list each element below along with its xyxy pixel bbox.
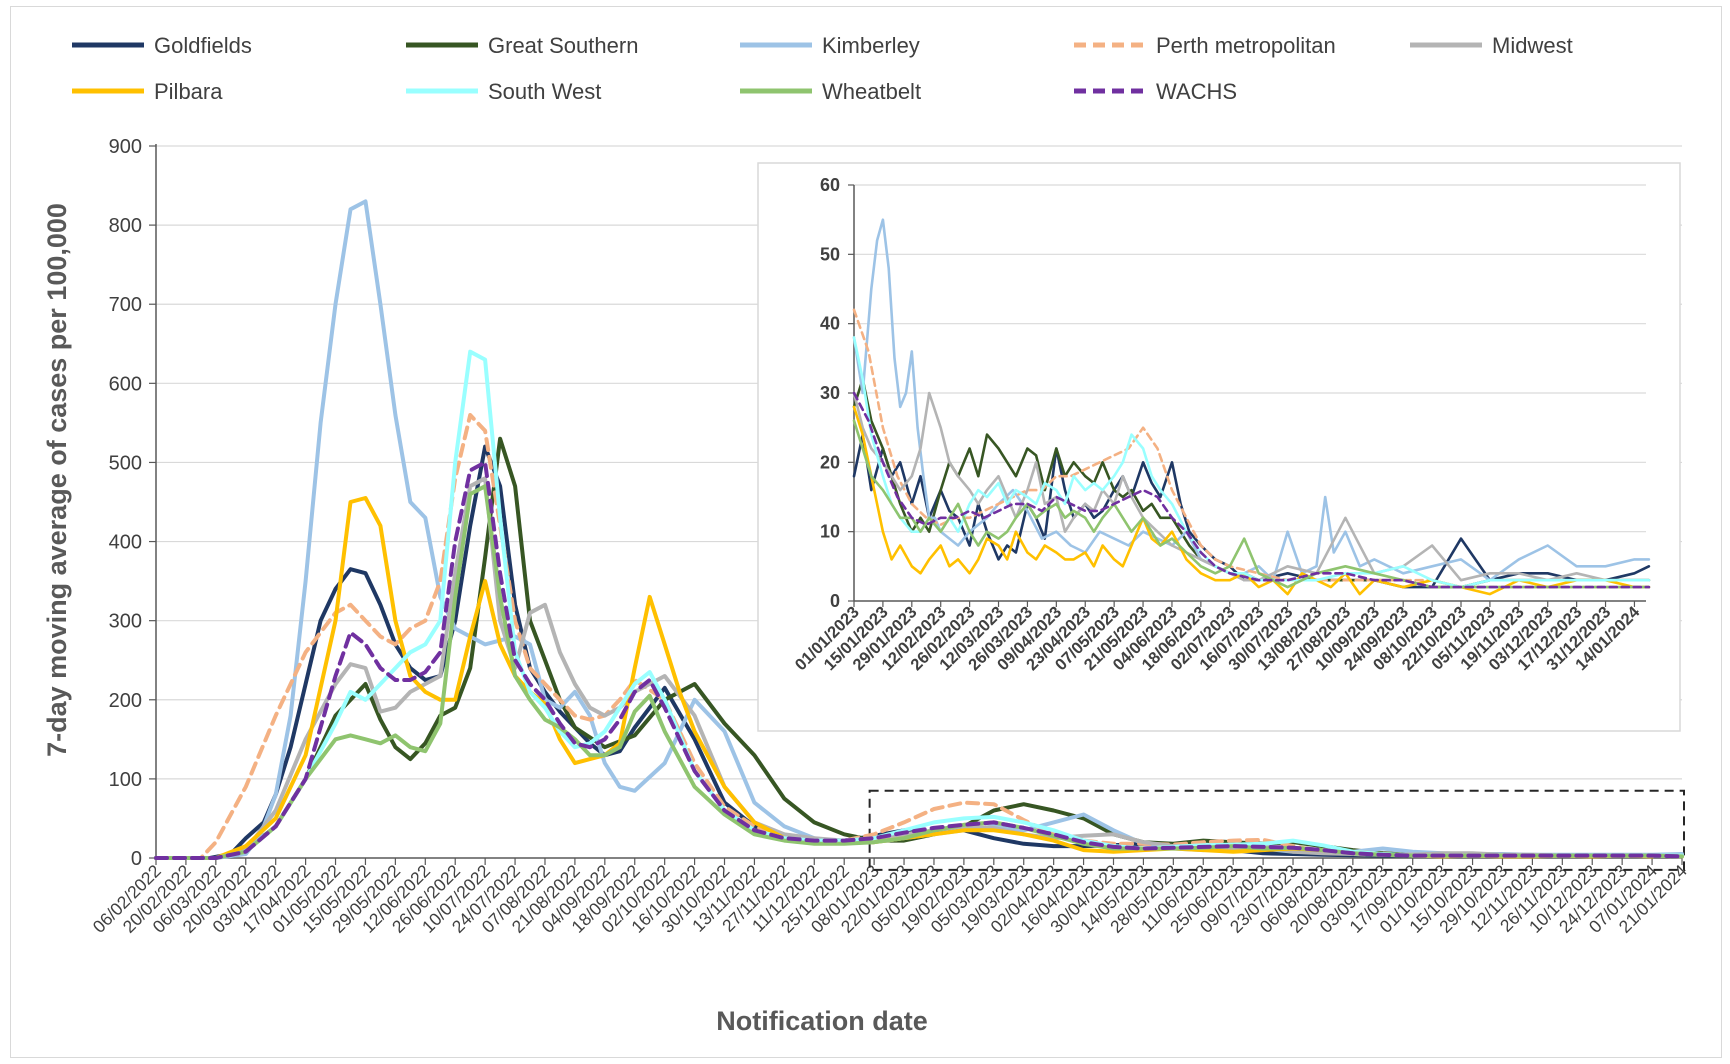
y-tick-label-800: 800 xyxy=(109,215,142,237)
legend-label-great-southern: Great Southern xyxy=(488,33,638,58)
inset-y-tick-label-10: 10 xyxy=(820,522,840,542)
y-tick-label-900: 900 xyxy=(109,136,142,158)
legend-label-goldfields: Goldfields xyxy=(154,33,252,58)
y-axis-title: 7-day moving average of cases per 100,00… xyxy=(42,203,72,757)
inset-series-line-kimberley xyxy=(852,218,1651,582)
legend-label-midwest: Midwest xyxy=(1492,33,1573,58)
y-tick-label-100: 100 xyxy=(109,769,142,791)
series-line-wachs xyxy=(154,460,1684,860)
y-tick-label-400: 400 xyxy=(109,532,142,554)
inset-frame xyxy=(757,162,1681,732)
inset-y-tick-label-0: 0 xyxy=(830,591,840,611)
y-tick-label-600: 600 xyxy=(109,373,142,395)
inset-zoom-box xyxy=(868,789,1685,871)
y-tick-label-500: 500 xyxy=(109,452,142,474)
x-axis-title: Notification date xyxy=(716,1006,928,1036)
y-tick-label-300: 300 xyxy=(109,611,142,633)
inset-series-line-wachs xyxy=(852,391,1651,589)
legend: Goldfields Great Southern Kimberley Perth m… xyxy=(72,33,1573,104)
y-tick-label-0: 0 xyxy=(131,848,142,870)
inset-y-tick-label-50: 50 xyxy=(820,244,840,264)
inset-y-tick-label-30: 30 xyxy=(820,383,840,403)
y-tick-label-700: 700 xyxy=(109,294,142,316)
legend-label-south-west: South West xyxy=(488,79,601,104)
y-tick-label-200: 200 xyxy=(109,690,142,712)
inset-y-tick-label-20: 20 xyxy=(820,452,840,472)
inset-plot: 010203040506001/01/202315/01/202329/01/2… xyxy=(757,162,1681,732)
inset-y-tick-label-40: 40 xyxy=(820,314,840,334)
legend-label-perth-metropolitan: Perth metropolitan xyxy=(1156,33,1336,58)
legend-label-wheatbelt: Wheatbelt xyxy=(822,79,921,104)
legend-label-kimberley: Kimberley xyxy=(822,33,920,58)
inset-y-tick-label-60: 60 xyxy=(820,175,840,195)
chart-frame xyxy=(10,6,1722,1058)
series-line-kimberley xyxy=(154,199,1684,860)
legend-label-pilbara: Pilbara xyxy=(154,79,223,104)
inset-series-line-pilbara xyxy=(852,405,1651,596)
legend-label-wachs: WACHS xyxy=(1156,79,1237,104)
